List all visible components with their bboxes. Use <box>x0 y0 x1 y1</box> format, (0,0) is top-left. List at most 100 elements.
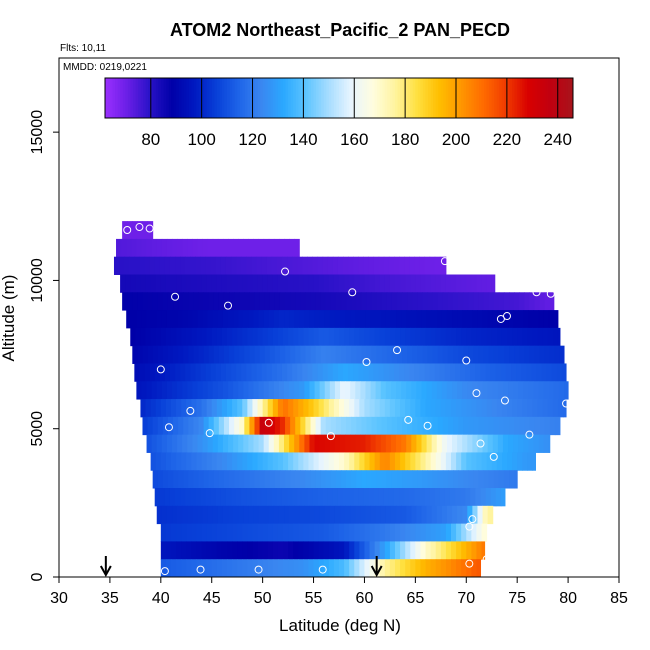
heatmap-cell <box>507 452 513 471</box>
heatmap-cell <box>478 345 485 364</box>
colorbar-swatch <box>224 78 228 118</box>
colorbar-swatch <box>379 78 383 118</box>
heatmap-field <box>113 221 569 578</box>
heatmap-cell <box>343 488 349 507</box>
heatmap-cell <box>162 345 169 364</box>
heatmap-cell <box>375 310 382 329</box>
heatmap-cell <box>246 256 252 275</box>
heatmap-cell <box>186 399 192 418</box>
heatmap-cell <box>354 523 360 542</box>
heatmap-cell <box>446 381 453 400</box>
heatmap-cell <box>422 470 429 489</box>
heatmap-cell <box>381 292 388 311</box>
heatmap-cell <box>166 434 173 453</box>
x-tick-label: 75 <box>508 590 526 607</box>
heatmap-cell <box>491 327 498 347</box>
heatmap-cell <box>374 523 381 542</box>
heatmap-cell <box>285 470 291 489</box>
heatmap-cell <box>319 381 326 400</box>
heatmap-cell <box>348 256 354 275</box>
heatmap-cell <box>155 452 162 471</box>
heatmap-cell <box>496 452 503 471</box>
heatmap-cell <box>244 292 250 311</box>
heatmap-cell <box>410 327 416 347</box>
heatmap-cell <box>283 559 289 578</box>
heatmap-cell <box>304 310 310 329</box>
heatmap-cell <box>407 416 413 436</box>
colorbar-swatch <box>410 78 414 118</box>
observation-point <box>205 429 214 438</box>
colorbar-swatch <box>300 78 304 118</box>
heatmap-cell <box>162 470 169 489</box>
heatmap-cell <box>284 434 290 453</box>
heatmap-cell <box>402 345 408 364</box>
heatmap-cell <box>512 399 518 418</box>
heatmap-cell <box>164 363 171 382</box>
heatmap-cell <box>389 452 396 471</box>
heatmap-cell <box>379 399 386 418</box>
colorbar-swatch <box>344 78 348 118</box>
heatmap-cell <box>368 256 375 275</box>
heatmap-cell <box>386 292 393 311</box>
colorbar-swatch <box>326 78 330 118</box>
heatmap-cell <box>298 559 304 578</box>
heatmap-cell <box>299 310 305 329</box>
heatmap-cell <box>447 292 454 311</box>
heatmap-cell <box>358 363 364 382</box>
colorbar-swatch <box>374 78 378 118</box>
heatmap-cell <box>456 541 462 560</box>
heatmap-cell <box>363 488 370 507</box>
heatmap-cell <box>178 292 184 311</box>
heatmap-cell <box>519 292 525 311</box>
heatmap-cell <box>246 488 252 507</box>
heatmap-cell <box>543 434 550 453</box>
heatmap-cell <box>288 327 294 347</box>
heatmap-cell <box>290 345 296 364</box>
heatmap-cell <box>462 310 468 329</box>
colorbar-swatch <box>285 78 289 118</box>
heatmap-cell <box>217 434 224 453</box>
heatmap-cell <box>196 399 203 418</box>
heatmap-cell <box>334 434 341 453</box>
colorbar-swatch <box>227 78 231 118</box>
heatmap-cell <box>421 381 428 400</box>
heatmap-cell <box>400 327 406 347</box>
heatmap-cell <box>350 434 356 453</box>
heatmap-cell <box>476 452 483 471</box>
heatmap-cell <box>445 274 452 293</box>
heatmap-cell <box>201 274 208 293</box>
heatmap-cell <box>429 488 436 507</box>
heatmap-cell <box>218 345 225 364</box>
heatmap-cell <box>475 363 482 382</box>
heatmap-cell <box>386 416 393 436</box>
heatmap-cell <box>130 274 136 293</box>
colorbar-swatch <box>351 78 355 118</box>
heatmap-cell <box>360 310 366 329</box>
heatmap-cell <box>406 310 412 329</box>
colorbar-swatch <box>237 78 241 118</box>
heatmap-cell <box>161 381 168 400</box>
colorbar-swatch <box>265 78 269 118</box>
heatmap-cell <box>330 292 337 311</box>
heatmap-cell <box>249 345 255 364</box>
colorbar-swatch <box>275 78 279 118</box>
heatmap-cell <box>120 274 126 293</box>
heatmap-cell <box>548 310 555 329</box>
heatmap-cell <box>210 488 217 507</box>
heatmap-cell <box>217 505 224 525</box>
colorbar-swatch <box>430 78 434 118</box>
heatmap-cell <box>339 399 345 418</box>
heatmap-cell <box>531 363 538 382</box>
heatmap-cell <box>320 292 327 311</box>
heatmap-cell <box>190 363 196 382</box>
heatmap-cell <box>416 505 422 525</box>
heatmap-cell <box>160 559 167 578</box>
heatmap-cell <box>462 434 468 453</box>
heatmap-cell <box>232 452 238 471</box>
heatmap-cell <box>268 505 275 525</box>
heatmap-cell <box>289 381 295 400</box>
heatmap-cell <box>430 274 437 293</box>
heatmap-cell <box>177 434 183 453</box>
heatmap-cell <box>334 381 341 400</box>
colorbar-swatch <box>150 78 154 118</box>
